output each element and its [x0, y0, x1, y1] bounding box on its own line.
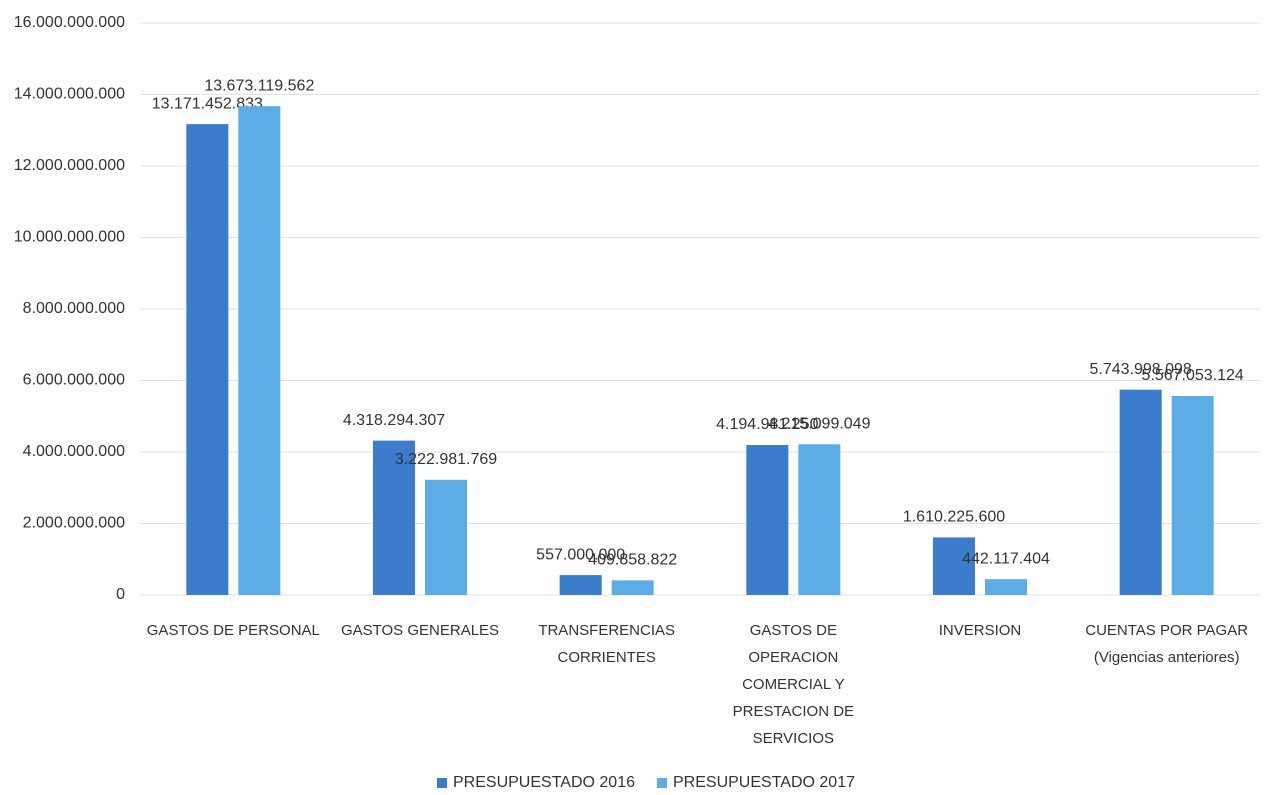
y-tick-label: 0: [116, 586, 125, 603]
y-tick-label: 12.000.000.000: [14, 157, 125, 174]
y-tick-label: 8.000.000.000: [23, 300, 125, 317]
data-label: 409.858.822: [588, 552, 677, 569]
bar: [611, 580, 654, 595]
x-tick-label: GASTOS DE PERSONAL: [146, 622, 320, 639]
y-tick-label: 14.000.000.000: [14, 86, 125, 103]
data-label: 4.318.294.307: [343, 412, 445, 429]
bar: [1119, 389, 1162, 595]
data-label: 557.000.000: [536, 546, 625, 563]
data-label: 4.215.099.049: [768, 416, 870, 433]
bar: [186, 124, 229, 596]
data-label: 13.673.119.562: [204, 77, 314, 94]
data-label: 442.117.404: [962, 550, 1050, 567]
legend-label: PRESUPUESTADO 2016: [453, 774, 635, 791]
legend-swatch: [657, 778, 667, 788]
data-label: 13.171.452.833: [152, 95, 263, 112]
bar: [238, 106, 281, 595]
y-tick-label: 10.000.000.000: [14, 229, 125, 246]
bar: [1171, 395, 1214, 595]
x-tick-label: GASTOS GENERALES: [340, 622, 500, 639]
bar: [559, 575, 602, 595]
bar: [746, 445, 789, 595]
bar: [985, 579, 1027, 595]
bar: [798, 444, 841, 595]
y-tick-label: 16.000.000.000: [14, 14, 125, 31]
x-tick-label: CUENTAS POR PAGAR (Vigencias anteriores): [1085, 622, 1249, 666]
x-tick-label: GASTOS DE OPERACION COMERCIAL Y PRESTACI…: [732, 622, 855, 747]
data-label: 3.222.981.769: [395, 451, 497, 468]
data-label: 1.610.225.600: [903, 509, 1005, 526]
data-label: 5.567.053.124: [1142, 367, 1244, 384]
y-tick-label: 4.000.000.000: [23, 443, 125, 460]
legend-swatch: [437, 778, 447, 788]
bar: [373, 440, 415, 595]
x-tick-label: INVERSION: [938, 622, 1022, 639]
bar: [425, 479, 467, 595]
y-tick-label: 6.000.000.000: [23, 372, 125, 389]
bar: [933, 537, 975, 595]
data-label: 4.194.981.250: [716, 416, 818, 433]
y-tick-label: 2.000.000.000: [23, 515, 125, 532]
data-label: 5.743.998.098: [1090, 361, 1192, 378]
legend-label: PRESUPUESTADO 2017: [673, 774, 855, 791]
x-tick-label: TRANSFERENCIAS CORRIENTES: [538, 622, 675, 666]
